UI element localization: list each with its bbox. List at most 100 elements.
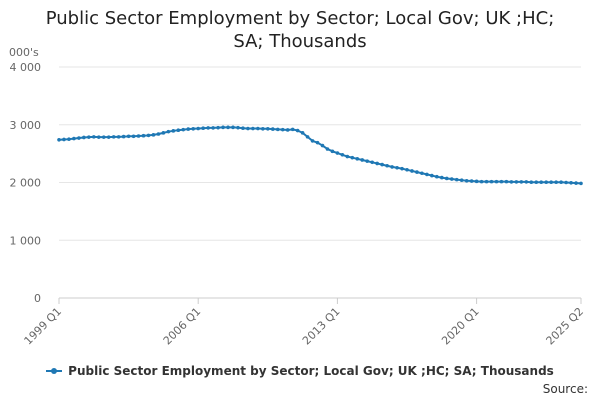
data-point[interactable]: [504, 179, 509, 184]
data-point[interactable]: [464, 178, 469, 183]
data-point[interactable]: [360, 158, 365, 162]
data-point[interactable]: [87, 135, 91, 139]
data-point[interactable]: [270, 127, 275, 131]
data-point[interactable]: [82, 135, 86, 140]
data-point[interactable]: [62, 137, 66, 142]
data-point[interactable]: [449, 177, 454, 181]
data-point[interactable]: [405, 167, 409, 172]
data-point[interactable]: [171, 129, 176, 133]
data-point[interactable]: [454, 177, 459, 182]
data-point[interactable]: [385, 163, 389, 168]
data-point[interactable]: [370, 160, 375, 165]
data-point[interactable]: [106, 135, 111, 139]
data-point[interactable]: [196, 126, 200, 131]
data-point[interactable]: [469, 179, 474, 183]
data-point[interactable]: [524, 180, 529, 184]
data-point[interactable]: [231, 125, 235, 130]
data-point[interactable]: [474, 179, 479, 184]
data-point[interactable]: [261, 126, 265, 131]
data-point[interactable]: [569, 180, 573, 185]
data-point[interactable]: [420, 171, 424, 176]
data-point[interactable]: [509, 180, 514, 184]
data-point[interactable]: [111, 135, 116, 139]
data-point[interactable]: [166, 129, 171, 134]
data-point[interactable]: [400, 166, 404, 171]
data-point[interactable]: [57, 137, 61, 142]
data-point[interactable]: [275, 127, 280, 132]
data-point[interactable]: [305, 135, 310, 139]
data-point[interactable]: [554, 180, 558, 185]
data-point[interactable]: [92, 135, 96, 139]
data-point[interactable]: [216, 125, 220, 130]
data-point[interactable]: [330, 149, 335, 154]
data-point[interactable]: [574, 181, 578, 185]
data-point[interactable]: [390, 165, 394, 169]
data-point[interactable]: [539, 180, 544, 185]
data-point[interactable]: [176, 128, 181, 133]
data-point[interactable]: [345, 154, 350, 159]
data-point[interactable]: [241, 126, 245, 131]
data-point[interactable]: [141, 133, 146, 138]
data-point[interactable]: [559, 180, 563, 185]
data-point[interactable]: [529, 180, 534, 185]
data-point[interactable]: [251, 126, 255, 131]
data-point[interactable]: [300, 131, 305, 135]
data-point[interactable]: [380, 162, 384, 167]
data-point[interactable]: [146, 133, 151, 138]
data-point[interactable]: [435, 174, 439, 179]
data-point[interactable]: [221, 125, 225, 130]
data-point[interactable]: [310, 139, 315, 143]
data-point[interactable]: [325, 147, 330, 151]
data-point[interactable]: [499, 179, 504, 184]
data-point[interactable]: [430, 173, 434, 178]
data-point[interactable]: [340, 152, 345, 157]
data-point[interactable]: [280, 127, 285, 132]
data-point[interactable]: [161, 131, 166, 135]
data-point[interactable]: [564, 180, 568, 185]
data-point[interactable]: [514, 180, 519, 184]
data-point[interactable]: [266, 126, 270, 131]
data-point[interactable]: [116, 135, 121, 139]
data-point[interactable]: [444, 176, 449, 181]
data-point[interactable]: [186, 127, 191, 131]
data-point[interactable]: [181, 127, 186, 132]
data-point[interactable]: [211, 126, 215, 130]
data-point[interactable]: [489, 179, 494, 184]
data-point[interactable]: [151, 133, 156, 137]
data-point[interactable]: [549, 180, 553, 185]
data-point[interactable]: [285, 128, 290, 132]
data-point[interactable]: [415, 170, 419, 174]
data-point[interactable]: [315, 140, 320, 145]
data-point[interactable]: [131, 134, 136, 139]
data-point[interactable]: [395, 165, 399, 170]
data-point[interactable]: [191, 126, 196, 131]
data-point[interactable]: [72, 136, 76, 141]
legend[interactable]: Public Sector Employment by Sector; Loca…: [0, 364, 600, 378]
data-point[interactable]: [484, 179, 489, 184]
data-point[interactable]: [295, 128, 300, 133]
data-point[interactable]: [320, 143, 325, 148]
data-point[interactable]: [544, 180, 548, 185]
data-point[interactable]: [121, 134, 126, 139]
data-point[interactable]: [425, 172, 429, 177]
data-point[interactable]: [335, 151, 340, 155]
data-point[interactable]: [101, 135, 106, 139]
data-point[interactable]: [290, 127, 295, 132]
data-point[interactable]: [479, 179, 484, 184]
data-point[interactable]: [579, 181, 583, 186]
data-point[interactable]: [136, 134, 141, 138]
data-point[interactable]: [375, 161, 379, 166]
data-point[interactable]: [494, 179, 499, 184]
data-point[interactable]: [256, 126, 260, 131]
data-point[interactable]: [440, 175, 444, 180]
data-point[interactable]: [534, 180, 539, 185]
data-point[interactable]: [365, 159, 370, 163]
data-point[interactable]: [519, 180, 524, 184]
data-point[interactable]: [410, 169, 414, 173]
data-point[interactable]: [226, 125, 230, 130]
data-point[interactable]: [156, 132, 161, 136]
data-point[interactable]: [126, 134, 131, 139]
data-point[interactable]: [459, 178, 464, 182]
data-point[interactable]: [77, 136, 81, 140]
data-point[interactable]: [67, 137, 71, 141]
